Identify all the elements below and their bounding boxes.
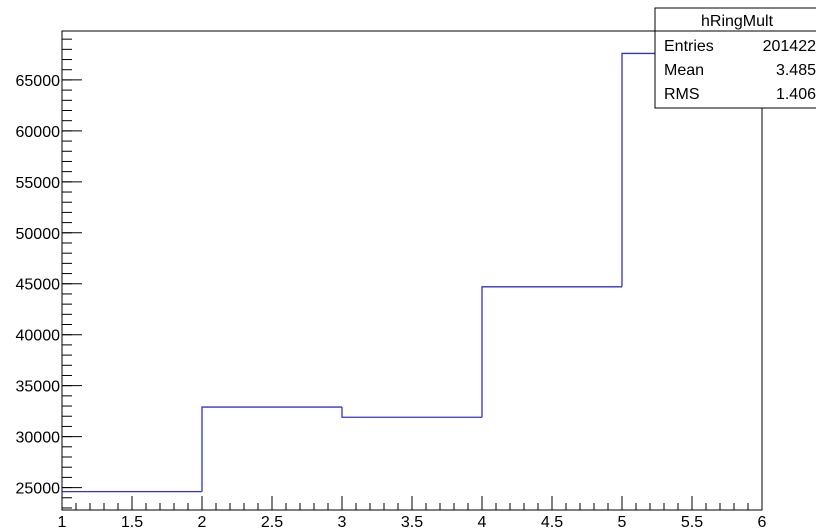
stats-box-title: hRingMult xyxy=(701,13,774,30)
axis-ticks xyxy=(61,38,763,510)
stats-row-label: Mean xyxy=(664,62,704,79)
y-tick-label: 50000 xyxy=(16,226,61,243)
y-tick-label: 25000 xyxy=(16,481,61,498)
x-tick-label: 4 xyxy=(478,514,487,531)
x-tick-label: 3.5 xyxy=(401,514,423,531)
x-tick-label: 5 xyxy=(618,514,627,531)
y-tick-label: 65000 xyxy=(16,73,61,90)
x-tick-label: 4.5 xyxy=(541,514,563,531)
x-tick-label: 6 xyxy=(758,514,767,531)
y-tick-label: 35000 xyxy=(16,379,61,396)
stats-row-label: RMS xyxy=(664,86,700,103)
x-tick-label: 1 xyxy=(58,514,67,531)
histogram-bin xyxy=(481,286,622,418)
histogram-bin xyxy=(201,406,342,492)
stats-box: hRingMult Entries 201422 Mean 3.485 RMS 1.406 xyxy=(654,7,816,109)
x-tick-label: 1.5 xyxy=(121,514,143,531)
stats-row-value: 1.406 xyxy=(776,86,816,103)
y-tick-label: 60000 xyxy=(16,124,61,141)
x-tick-label: 5.5 xyxy=(681,514,703,531)
stats-row-label: Entries xyxy=(664,38,714,55)
stats-row-value: 201422 xyxy=(763,38,816,55)
stats-row-value: 3.485 xyxy=(776,62,816,79)
tick-labels: 1 1.5 2 2.5 3 3.5 4 4.5 5 5.5 6 25000 30000 35000 4000… xyxy=(16,73,767,531)
y-tick-label: 45000 xyxy=(16,277,61,294)
y-tick-label: 55000 xyxy=(16,175,61,192)
x-tick-label: 2 xyxy=(198,514,207,531)
stats-box-frame xyxy=(654,7,816,109)
y-tick-label: 30000 xyxy=(16,430,61,447)
y-tick-label: 40000 xyxy=(16,328,61,345)
histogram-bin xyxy=(341,407,482,418)
histogram-bins xyxy=(62,52,762,493)
x-tick-label: 2.5 xyxy=(261,514,283,531)
plot-frame xyxy=(61,30,763,511)
x-tick-label: 3 xyxy=(338,514,347,531)
